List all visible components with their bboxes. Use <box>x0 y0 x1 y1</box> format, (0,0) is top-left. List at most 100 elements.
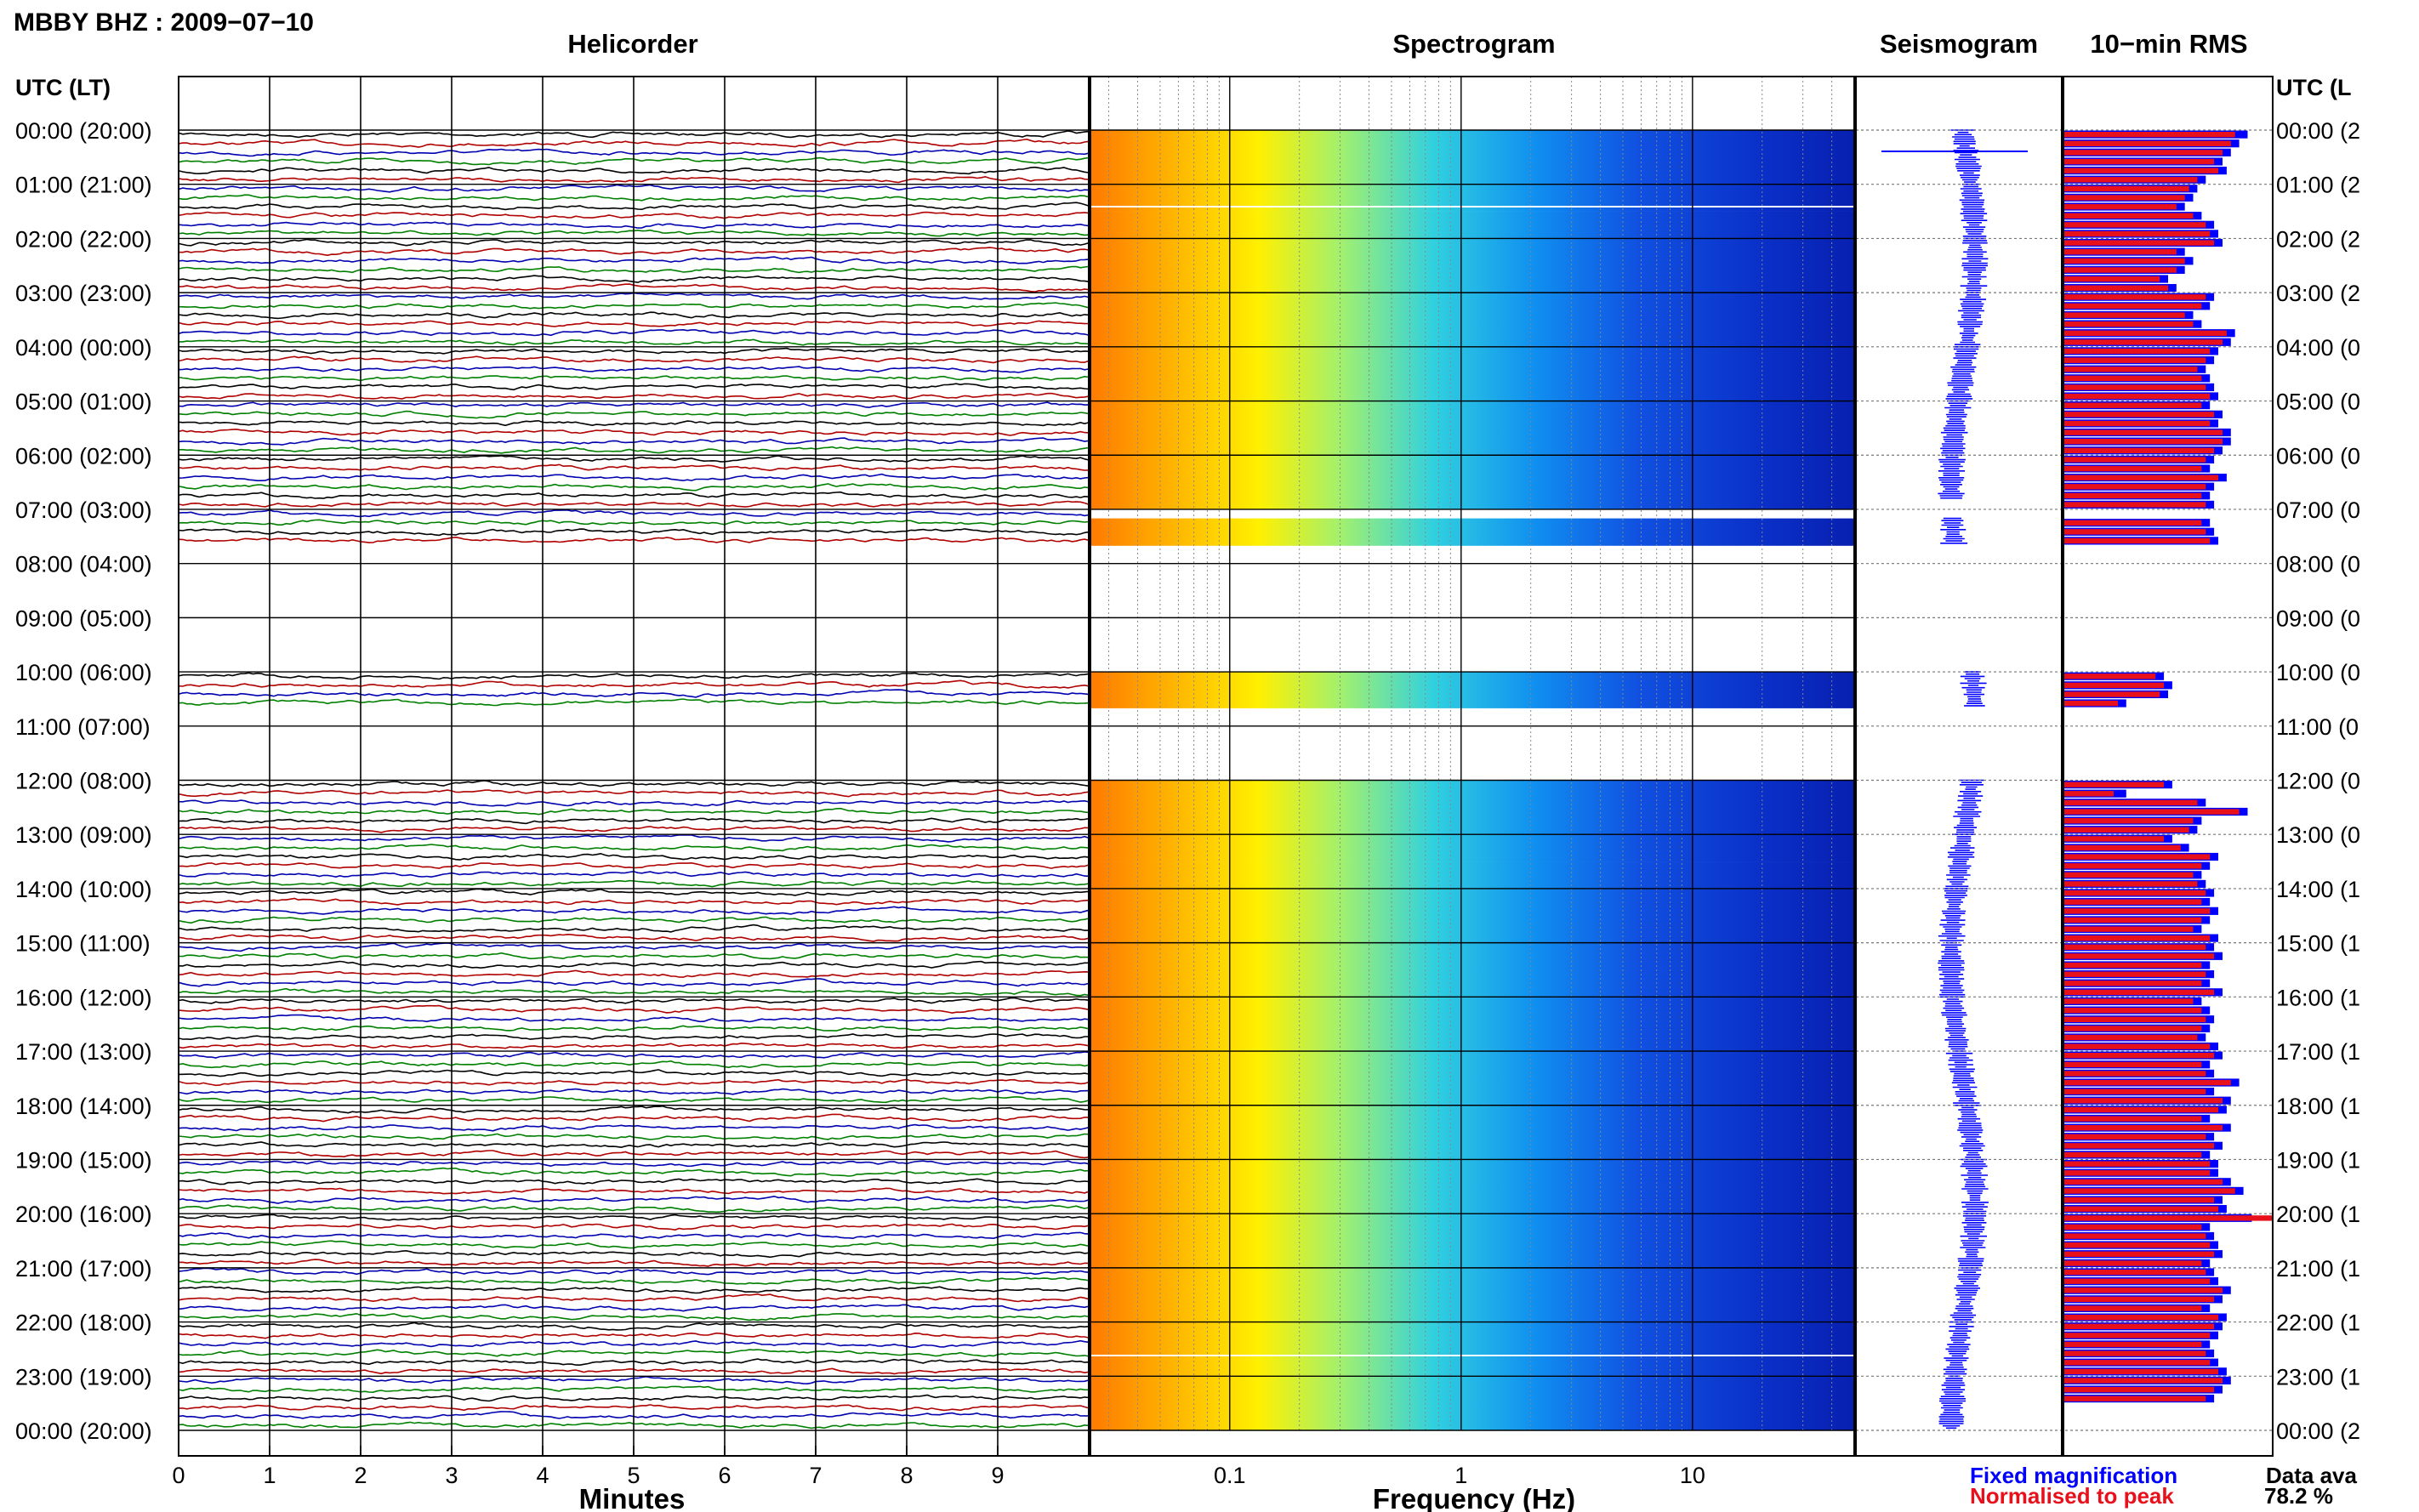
time-label: 07:00 (03:00) <box>15 497 152 523</box>
spectrogram-row <box>1090 247 1854 257</box>
time-label-right: 02:00 (2 <box>2276 226 2360 252</box>
spectrogram-row <box>1090 536 1854 546</box>
spectrogram-row <box>1090 1384 1854 1395</box>
spectrogram-row <box>1090 1322 1854 1332</box>
rms-bar-normalised <box>2063 791 2114 797</box>
time-labels-right: 00:00 (2 01:00 (2 02:00 (2 03:00 (2 04:00 (0… <box>2276 118 2360 1444</box>
spectrogram-row <box>1090 229 1854 239</box>
data-availability-label: Data ava <box>2266 1463 2357 1488</box>
spectrogram-row <box>1090 1096 1854 1106</box>
time-label-right: 11:00 (0 <box>2276 714 2359 740</box>
rms-bar-normalised <box>2063 799 2198 806</box>
time-label: 10:00 (06:00) <box>15 660 152 685</box>
rms-bar-normalised <box>2063 1233 2206 1239</box>
spectrogram-row <box>1090 789 1854 799</box>
rms-bar-normalised <box>2063 168 2218 173</box>
spectrogram-row <box>1090 283 1854 293</box>
frequency-tick-label: 0.1 <box>1214 1463 1246 1488</box>
spectrogram-row <box>1090 455 1854 465</box>
time-label-right: 20:00 (1 <box>2276 1202 2360 1227</box>
rms-bar-normalised <box>2063 890 2206 896</box>
seismogram-trace <box>1938 129 1989 499</box>
minute-tick-label: 5 <box>627 1463 640 1488</box>
spectrogram-row <box>1090 1141 1854 1151</box>
rms-bar-normalised <box>2063 1125 2223 1131</box>
time-label: 11:00 (07:00) <box>15 714 151 740</box>
time-label: 05:00 (01:00) <box>15 389 152 415</box>
minute-tick-label: 2 <box>354 1463 367 1488</box>
spectrogram-row <box>1090 401 1854 411</box>
rms-bar-normalised <box>2063 908 2211 914</box>
rms-bar-normalised <box>2063 520 2202 526</box>
spectrogram-row <box>1090 301 1854 311</box>
frequency-axis-label: Frequency (Hz) <box>1373 1483 1575 1512</box>
rms-bar-normalised <box>2063 998 2194 1004</box>
time-label-right: 00:00 (2 <box>2276 1418 2360 1444</box>
spectrogram-row <box>1090 1214 1854 1224</box>
time-axis-label-right: UTC (L <box>2276 75 2351 100</box>
spectrogram-row <box>1090 293 1854 303</box>
rms-bar-normalised <box>2063 222 2206 228</box>
minute-tick-label: 8 <box>900 1463 913 1488</box>
time-label-right: 13:00 (0 <box>2276 822 2360 848</box>
spectrogram-row <box>1090 1358 1854 1368</box>
spectrogram-row <box>1090 780 1854 790</box>
rms-bar-normalised <box>2063 981 2202 986</box>
minute-tick-label: 4 <box>536 1463 549 1488</box>
spectrogram-row <box>1090 672 1854 682</box>
rms-bar-normalised <box>2063 836 2165 842</box>
spectrogram-row <box>1090 428 1854 438</box>
rms-bar-normalised <box>2063 1395 2206 1401</box>
spectrogram-row <box>1090 473 1854 483</box>
rms-bar-normalised <box>2063 854 2211 860</box>
spectrogram-row <box>1090 156 1854 167</box>
spectrogram-row <box>1090 1241 1854 1250</box>
rms-bar-normalised <box>2063 537 2211 544</box>
rms-bar-normalised <box>2063 213 2194 219</box>
spectrogram-row <box>1090 365 1854 375</box>
spectrogram-row <box>1090 1024 1854 1034</box>
rms-bar-normalised <box>2063 1260 2202 1266</box>
rms-bar-normalised <box>2063 917 2202 924</box>
panel-frame <box>2063 76 2274 1457</box>
spectrogram-row <box>1090 1339 1854 1350</box>
rms-bar-normalised <box>2063 195 2185 201</box>
rms-bar-normalised <box>2063 971 2206 977</box>
spectrogram-row <box>1090 1060 1854 1070</box>
frequency-tick-label: 10 <box>1680 1463 1705 1488</box>
time-label: 12:00 (08:00) <box>15 769 152 794</box>
rms-bar-normalised <box>2063 502 2206 508</box>
rms-bar-normalised <box>2063 1341 2202 1348</box>
time-label: 15:00 (11:00) <box>15 931 151 957</box>
time-label: 00:00 (20:00) <box>15 118 152 144</box>
spectrogram-row <box>1090 1294 1854 1305</box>
time-label-right: 04:00 (0 <box>2276 335 2360 361</box>
time-label: 16:00 (12:00) <box>15 985 152 1010</box>
rms-bar-normalised <box>2063 1179 2223 1185</box>
time-label-right: 00:00 (2 <box>2276 118 2360 144</box>
rms-bar-normalised <box>2063 1008 2202 1014</box>
time-label-right: 09:00 (0 <box>2276 605 2360 631</box>
spectrogram-row <box>1090 410 1854 420</box>
spectrogram-row <box>1090 1286 1854 1296</box>
rms-bar-normalised <box>2063 177 2198 183</box>
rms-title: 10−min RMS <box>2090 29 2247 59</box>
helicorder-title: Helicorder <box>567 29 697 59</box>
seismogram-trace <box>1960 671 1987 707</box>
minute-tick-label: 7 <box>809 1463 822 1488</box>
time-label: 01:00 (21:00) <box>15 173 152 198</box>
seismogram-trace <box>1940 517 1968 544</box>
rms-bar-normalised <box>2063 1197 2215 1203</box>
rms-bar-normalised <box>2063 1360 2211 1366</box>
spectrogram-row <box>1090 527 1854 537</box>
rms-bar-normalised <box>2063 475 2218 480</box>
spectrogram-row <box>1090 952 1854 962</box>
rms-bar-normalised <box>2063 402 2202 408</box>
spectrogram-row <box>1090 220 1854 230</box>
rms-bar-normalised <box>2063 1143 2215 1149</box>
rms-bar-normalised <box>2063 1305 2202 1311</box>
spectrogram-panel <box>1090 59 1854 1431</box>
time-label: 04:00 (00:00) <box>15 335 152 361</box>
rms-panel <box>2063 130 2273 1403</box>
time-label: 22:00 (18:00) <box>15 1310 152 1336</box>
